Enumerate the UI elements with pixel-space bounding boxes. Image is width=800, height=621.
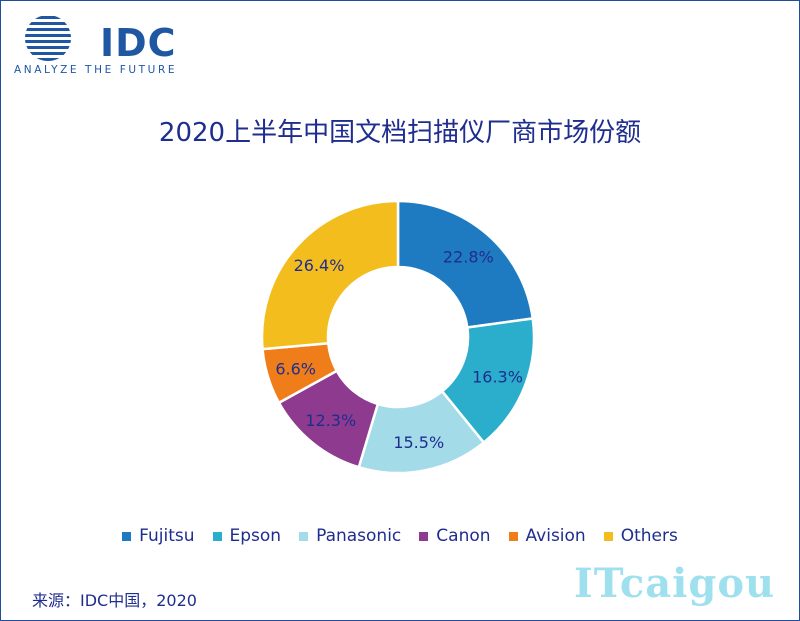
data-label-canon: 12.3% xyxy=(305,411,356,430)
legend-label: Epson xyxy=(229,526,282,546)
logo-wordmark: IDC xyxy=(100,21,177,65)
legend-item-panasonic: Panasonic xyxy=(299,526,401,546)
legend-item-canon: Canon xyxy=(419,526,491,546)
watermark: ITcaigou xyxy=(574,560,776,607)
legend-label: Canon xyxy=(436,526,491,546)
legend-swatch xyxy=(603,531,613,541)
legend-swatch xyxy=(419,531,429,541)
legend-label: Others xyxy=(620,526,678,546)
data-label-panasonic: 15.5% xyxy=(393,433,444,452)
legend-label: Fujitsu xyxy=(139,526,195,546)
chart-legend: Fujitsu Epson Panasonic Canon Avision Others xyxy=(0,526,800,546)
chart-title: 2020上半年中国文档扫描仪厂商市场份额 xyxy=(158,118,642,148)
data-label-fujitsu: 22.8% xyxy=(443,247,494,266)
legend-item-epson: Epson xyxy=(212,526,282,546)
source-note: 来源：IDC中国，2020 xyxy=(32,591,197,610)
legend-swatch xyxy=(212,531,222,541)
legend-label: Avision xyxy=(525,526,586,546)
legend-swatch xyxy=(508,531,518,541)
legend-item-others: Others xyxy=(603,526,678,546)
legend-item-fujitsu: Fujitsu xyxy=(122,526,195,546)
data-label-avision: 6.6% xyxy=(275,359,316,378)
legend-label: Panasonic xyxy=(316,526,402,546)
legend-swatch xyxy=(122,531,132,541)
legend-swatch xyxy=(299,531,309,541)
logo-tagline: ANALYZE THE FUTURE xyxy=(14,64,178,76)
data-label-epson: 16.3% xyxy=(472,367,523,386)
idc-logo: IDC ANALYZE THE FUTURE xyxy=(12,14,182,78)
legend-item-avision: Avision xyxy=(508,526,586,546)
slice-others xyxy=(260,199,400,351)
data-label-others: 26.4% xyxy=(294,256,345,275)
idc-globe-icon xyxy=(25,16,71,61)
slice-fujitsu xyxy=(396,199,535,329)
